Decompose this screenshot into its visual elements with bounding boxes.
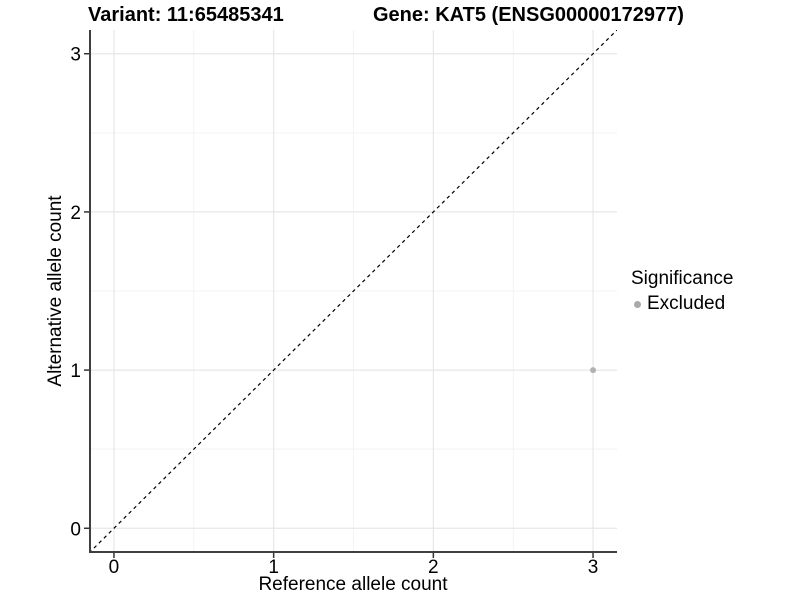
data-point: [590, 367, 597, 374]
y-tick-label: 0: [70, 519, 81, 540]
x-axis-title: Reference allele count: [258, 574, 448, 595]
legend: Significance Excluded: [631, 268, 733, 315]
y-tick-label: 3: [70, 45, 81, 66]
legend-title: Significance: [631, 268, 734, 289]
x-tick-label: 0: [109, 557, 120, 578]
x-tick-label: 2: [428, 557, 439, 578]
y-tick-label: 1: [70, 361, 81, 382]
plot-title-variant: Variant: 11:65485341: [88, 4, 284, 26]
plot-title-gene: Gene: KAT5 (ENSG00000172977): [373, 4, 684, 26]
x-tick-label: 1: [268, 557, 279, 578]
legend-item-excluded: Excluded: [631, 293, 733, 315]
legend-marker-circle-icon: [634, 300, 641, 308]
y-axis-title: Alternative allele count: [45, 195, 66, 387]
y-tick-label: 2: [70, 203, 81, 224]
x-tick-label: 3: [588, 557, 599, 578]
legend-item-label: Excluded: [647, 293, 726, 314]
identity-reference-line: [90, 30, 617, 552]
